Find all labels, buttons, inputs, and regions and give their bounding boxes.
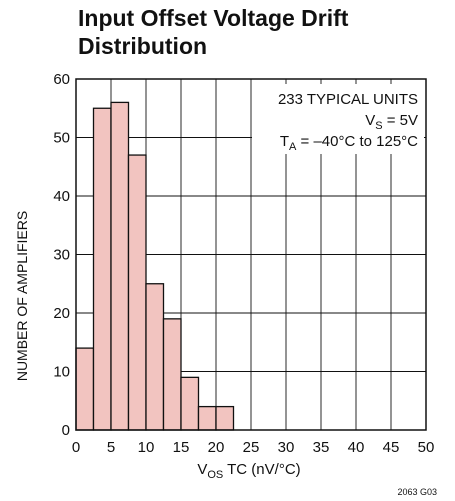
x-tick-label: 20 [208,439,225,456]
annotation-vs-sub: S [375,120,382,132]
chart-title: Input Offset Voltage Drift Distribution [78,4,448,60]
histogram-bar [145,283,165,431]
x-tick-label: 0 [72,439,80,456]
x-tick-label: 15 [173,439,190,456]
y-tick-label: 0 [62,422,70,439]
annotation-background [252,84,424,154]
x-tick-labels: 0 5 10 15 20 25 30 35 40 45 50 [72,439,435,456]
annotation-ta-rest: = –40°C to 125°C [296,133,418,150]
x-axis-label-sub: OS [207,469,223,481]
x-tick-label: 45 [383,439,400,456]
annotation-ta-main: T [280,133,289,150]
histogram-bar [197,405,217,431]
histogram-bar [215,405,235,431]
figure-code: 2063 G03 [397,487,437,497]
y-tick-label: 20 [53,305,70,322]
y-axis-label: NUMBER OF AMPLIFIERS [14,211,30,381]
x-tick-label: 40 [348,439,365,456]
histogram-bar [162,318,182,431]
annotation-vs-main: V [365,112,375,129]
y-tick-labels: 0 10 20 30 40 50 60 [53,71,70,439]
x-axis-label-rest: TC (nV/°C) [223,461,300,478]
annotation-vs-rest: = 5V [383,112,418,129]
annotation-vs: VS = 5V [365,112,418,132]
x-axis-label-main: V [197,461,207,478]
histogram-bar [92,107,112,431]
x-tick-label: 25 [243,439,260,456]
histogram-bar [110,101,130,431]
y-tick-label: 60 [53,71,70,88]
x-tick-label: 35 [313,439,330,456]
y-tick-label: 40 [53,188,70,205]
histogram-bar [180,376,200,431]
x-tick-label: 50 [418,439,435,456]
bars [75,101,235,431]
x-tick-label: 10 [138,439,155,456]
chart-title-line-1: Input Offset Voltage Drift [78,5,349,31]
histogram-bar [75,347,95,431]
y-tick-label: 10 [53,364,70,381]
x-tick-label: 5 [107,439,115,456]
plot-frame [75,78,427,431]
histogram-bar [127,154,147,431]
x-tick-label: 30 [278,439,295,456]
annotation-ta-sub: A [289,141,297,153]
annotation-ta: TA = –40°C to 125°C [280,133,418,153]
y-tick-label: 50 [53,130,70,147]
annotation-units: 233 TYPICAL UNITS [278,91,418,108]
x-axis-label: VOS TC (nV/°C) [197,461,300,481]
y-tick-label: 30 [53,247,70,264]
chart-title-line-2: Distribution [78,33,208,59]
